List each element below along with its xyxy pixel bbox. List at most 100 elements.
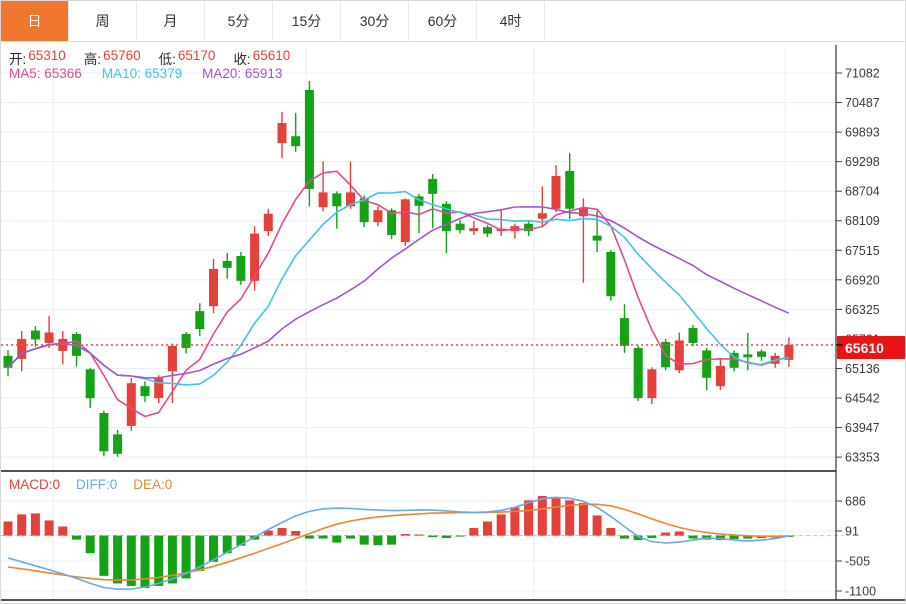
candle[interactable] (400, 199, 410, 243)
candle[interactable] (304, 89, 314, 189)
macd-bar[interactable] (469, 528, 479, 536)
candle[interactable] (578, 207, 588, 217)
macd-bar[interactable] (222, 535, 232, 554)
macd-bar[interactable] (688, 535, 698, 539)
candle[interactable] (633, 347, 643, 399)
candle[interactable] (428, 178, 438, 194)
candle[interactable] (332, 193, 342, 207)
tab-4hour[interactable]: 4时 (477, 1, 545, 41)
candle[interactable] (373, 210, 383, 223)
macd-bar[interactable] (209, 535, 218, 562)
candle[interactable] (688, 328, 698, 343)
candle[interactable] (592, 235, 602, 241)
macd-bar[interactable] (236, 535, 246, 546)
candle[interactable] (729, 352, 739, 368)
candle[interactable] (167, 345, 177, 372)
candle[interactable] (154, 378, 164, 399)
macd-bar[interactable] (140, 535, 150, 588)
candle[interactable] (359, 198, 369, 223)
candle[interactable] (784, 344, 794, 360)
tab-week[interactable]: 周 (69, 1, 137, 41)
tab-5min[interactable]: 5分 (205, 1, 273, 41)
candle[interactable] (551, 175, 561, 209)
tab-60min[interactable]: 60分 (409, 1, 477, 41)
macd-bar[interactable] (263, 530, 273, 536)
candle[interactable] (620, 318, 629, 346)
candle[interactable] (674, 340, 684, 371)
candle[interactable] (17, 338, 27, 359)
candle[interactable] (565, 171, 575, 209)
macd-bar[interactable] (332, 535, 342, 543)
macd-bar[interactable] (674, 531, 684, 536)
candle[interactable] (140, 386, 150, 397)
macd-bar[interactable] (195, 535, 205, 571)
macd-bar[interactable] (496, 514, 506, 536)
candle[interactable] (30, 330, 40, 340)
macd-bar[interactable] (318, 535, 328, 539)
macd-bar[interactable] (441, 535, 451, 539)
macd-bar[interactable] (743, 535, 753, 539)
candle[interactable] (195, 311, 205, 330)
macd-bar[interactable] (3, 521, 13, 536)
macd-bar[interactable] (524, 500, 534, 536)
macd-bar[interactable] (359, 535, 369, 545)
candle[interactable] (606, 252, 616, 297)
candle[interactable] (455, 223, 465, 231)
macd-bar[interactable] (58, 526, 68, 536)
macd-bar[interactable] (400, 534, 410, 536)
candle[interactable] (346, 192, 355, 207)
candle[interactable] (222, 260, 232, 268)
macd-bar[interactable] (44, 520, 54, 536)
candle[interactable] (44, 332, 54, 343)
macd-bar[interactable] (414, 534, 424, 536)
macd-bar[interactable] (30, 513, 40, 536)
candle[interactable] (85, 369, 95, 399)
tab-month[interactable]: 月 (137, 1, 205, 41)
macd-bar[interactable] (455, 535, 465, 537)
macd-bar[interactable] (729, 535, 739, 540)
macd-bar[interactable] (633, 535, 643, 541)
macd-bar[interactable] (167, 535, 177, 584)
candle[interactable] (702, 350, 712, 378)
candle[interactable] (181, 334, 191, 348)
macd-bar[interactable] (181, 535, 191, 579)
candle[interactable] (743, 354, 753, 358)
macd-bar[interactable] (551, 498, 561, 536)
macd-bar[interactable] (277, 528, 287, 536)
candle[interactable] (414, 196, 424, 206)
macd-bar[interactable] (537, 496, 547, 536)
candle[interactable] (441, 203, 451, 232)
macd-bar[interactable] (113, 535, 123, 584)
candle[interactable] (483, 227, 492, 234)
candle[interactable] (126, 383, 136, 426)
macd-bar[interactable] (85, 535, 95, 554)
candle[interactable] (715, 365, 725, 387)
macd-bar[interactable] (387, 535, 397, 545)
candle[interactable] (236, 255, 246, 281)
tab-30min[interactable]: 30分 (341, 1, 409, 41)
candle[interactable] (209, 268, 218, 307)
candle[interactable] (318, 192, 328, 208)
macd-bar[interactable] (373, 535, 383, 546)
macd-bar[interactable] (661, 532, 671, 536)
macd-bar[interactable] (154, 535, 164, 586)
tab-15min[interactable]: 15分 (273, 1, 341, 41)
macd-bar[interactable] (483, 521, 492, 536)
macd-bar[interactable] (620, 535, 629, 539)
macd-bar[interactable] (17, 514, 27, 536)
macd-bar[interactable] (346, 535, 355, 539)
candle[interactable] (387, 210, 397, 236)
macd-bar[interactable] (592, 515, 602, 536)
candle[interactable] (113, 434, 123, 454)
macd-bar[interactable] (510, 507, 520, 536)
candle[interactable] (3, 355, 13, 368)
macd-bar[interactable] (99, 535, 109, 576)
macd-bar[interactable] (606, 528, 616, 536)
macd-bar[interactable] (578, 502, 588, 536)
macd-bar[interactable] (72, 535, 81, 540)
macd-bar[interactable] (291, 531, 301, 536)
macd-bar[interactable] (647, 535, 657, 539)
candle[interactable] (524, 223, 534, 232)
candle[interactable] (99, 413, 109, 452)
